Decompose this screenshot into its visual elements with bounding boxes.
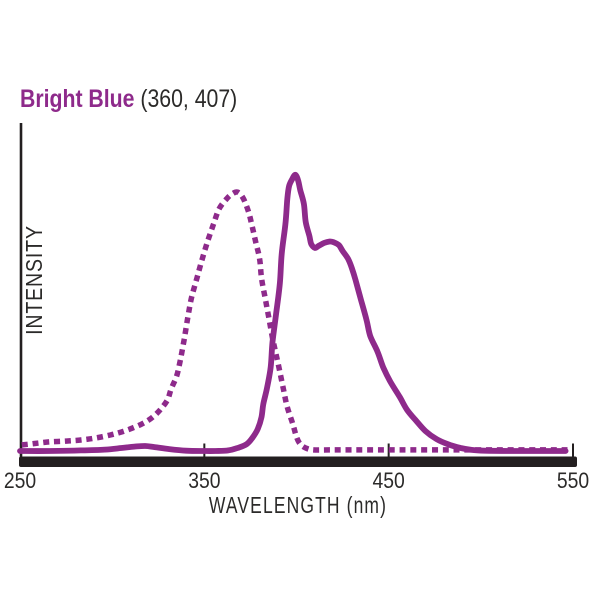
x-axis-bar xyxy=(19,456,577,467)
ex-em-values-label: (360, 407) xyxy=(140,84,237,112)
x-axis-label: WAVELENGTH (nm) xyxy=(209,494,387,519)
chart-title: Bright Blue (360, 407) xyxy=(20,84,237,112)
spectra-curves xyxy=(17,172,569,454)
y-axis-label: INTENSITY xyxy=(22,225,48,335)
emission-curve xyxy=(17,172,569,454)
excitation-curve xyxy=(21,189,568,453)
x-tick-label-350: 350 xyxy=(188,469,220,493)
x-tick-label-550: 550 xyxy=(557,469,589,493)
x-tick-label-250: 250 xyxy=(4,469,36,493)
x-tick-label-450: 450 xyxy=(373,469,405,493)
dye-name-label: Bright Blue xyxy=(20,84,135,112)
x-axis-ticks: 250 350 450 550 xyxy=(4,443,589,493)
